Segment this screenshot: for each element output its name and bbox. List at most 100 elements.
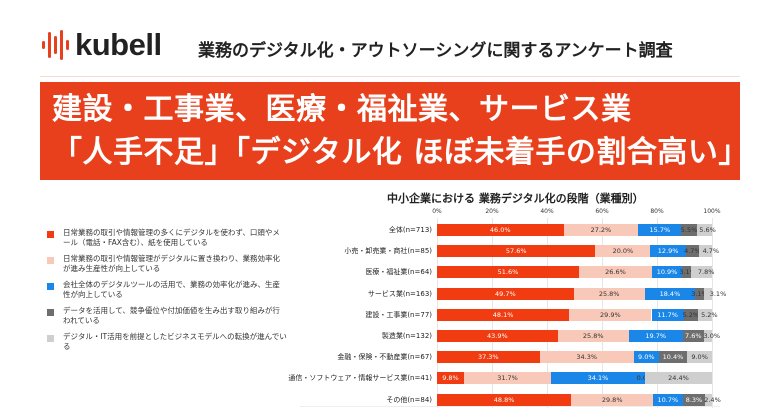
bar-segment (551, 372, 645, 385)
data-label: 29.9% (600, 310, 621, 319)
data-label: 27.2% (590, 226, 612, 234)
data-label: 10.4% (662, 353, 684, 362)
data-label: 26.6% (605, 268, 626, 277)
data-label: 10.9% (656, 268, 678, 277)
data-label: 8.3% (685, 395, 703, 404)
legend-swatch (47, 231, 54, 238)
x-tick-label: 60% (595, 208, 609, 215)
bar-segment (539, 351, 634, 364)
data-label: 48.1% (492, 310, 514, 319)
bar-segment (644, 372, 712, 385)
data-label: 37.3% (477, 353, 499, 362)
legend-label: 会社全体のデジタルツールの活用で、業務の効率化が進み、生産性が向上している (63, 280, 281, 299)
data-label: 2.4% (704, 395, 721, 404)
x-tick-label: 0% (432, 208, 442, 215)
bar-segment (437, 224, 564, 236)
data-label: 15.7% (649, 226, 671, 234)
data-label: 25.8% (582, 332, 604, 340)
bar-segment (571, 393, 654, 406)
data-label: 5.5% (680, 226, 698, 234)
bar-segment (703, 330, 712, 342)
data-label: 49.7% (495, 289, 516, 298)
bar-segment (696, 224, 712, 236)
category-label: 建設・工事業(n=77) (365, 310, 432, 319)
bar-segment (437, 245, 596, 258)
bar-segment (437, 287, 574, 300)
data-label: 11.7% (657, 310, 678, 319)
bar-segment (638, 224, 682, 236)
legend-item: 日常業務の取引や情報管理の多くにデジタルを使わず、口頭やメール（電話・FAX含む… (47, 228, 287, 247)
data-label: 9.0% (691, 353, 708, 362)
data-label: 9.0% (638, 353, 655, 362)
legend-item: データを活用して、競争優位や付加価値を生み出す取り組みが行われている (47, 306, 287, 325)
data-label: 18.4% (659, 289, 681, 298)
data-label: 5.2% (701, 310, 718, 319)
data-label: 10.7% (657, 395, 679, 404)
bar-segment (697, 308, 713, 321)
logo-bars-icon (42, 30, 69, 60)
category-label: その他(n=84) (386, 395, 432, 404)
kubell-logo: kubell (42, 27, 162, 62)
data-label: 7.6% (685, 332, 702, 340)
category-label: 小売・卸売業・商社(n=85) (344, 247, 432, 256)
data-label: 43.9% (487, 332, 508, 340)
bar-segment (437, 351, 540, 364)
survey-title: 業務のデジタル化・アウトソーシングに関するアンケート調査 (198, 41, 673, 61)
legend-item: 日常業務の取引や情報管理がデジタルに置き換わり、業務効率化が進み生産性が向上して… (47, 254, 287, 273)
bar-segment (437, 330, 558, 342)
category-label: 製造業(n=132) (381, 332, 432, 340)
category-label: 全体(n=713) (388, 226, 432, 234)
data-label: 7.8% (697, 268, 715, 277)
x-tick-label: 40% (540, 208, 554, 215)
data-label: 20.0% (612, 247, 634, 256)
category-label: 通信・ソフトウェア・情報サービス業(n=41) (288, 374, 432, 383)
bar-segment (651, 308, 684, 321)
legend-swatch (47, 283, 54, 290)
bar-segment (698, 245, 712, 258)
legend-label: 日常業務の取引や情報管理がデジタルに置き換わり、業務効率化が進み生産性が向上して… (63, 254, 281, 273)
divider (40, 76, 740, 77)
bar-segment (437, 308, 570, 321)
data-label: 5.2% (682, 310, 700, 319)
bar-segment (628, 330, 683, 342)
legend-label: デジタル・IT活用を前提としたビジネスモデルへの転換が進んでいる (63, 332, 287, 351)
legend-label: 日常業務の取引や情報管理の多くにデジタルを使わず、口頭やメール（電話・FAX含む… (63, 228, 280, 247)
data-label: 25.8% (598, 289, 620, 298)
bar-segment (652, 266, 683, 279)
gridline (712, 218, 713, 408)
data-label: 5.6% (699, 226, 716, 234)
data-label: 51.6% (497, 268, 519, 277)
x-tick-label: 100% (703, 208, 721, 215)
headline-line-1: 建設・工事業、医療・福祉業、サービス業 (52, 92, 632, 127)
bar-segment (569, 308, 652, 321)
bar-segment (682, 393, 706, 406)
chart-title: 中小企業における 業務デジタル化の段階（業種別） (387, 192, 644, 205)
data-label: 31.7% (497, 374, 518, 383)
bar-segment (595, 245, 651, 258)
data-label: 46.0% (489, 226, 511, 234)
bar-segment (695, 287, 704, 300)
logo-text: kubell (75, 27, 162, 62)
legend-swatch (47, 257, 54, 264)
bar-segment (650, 245, 686, 258)
legend-item: デジタル・IT活用を前提としたビジネスモデルへの転換が進んでいる (47, 332, 287, 351)
data-label: 3.1% (709, 289, 727, 298)
bottom-divider (300, 406, 720, 407)
data-label: 19.7% (645, 332, 667, 340)
bar-segment (578, 266, 653, 279)
bar-segment (681, 224, 697, 236)
data-label: 48.8% (493, 395, 515, 404)
bar-segment (687, 351, 712, 364)
data-label: 3.0% (703, 332, 721, 340)
category-label: 医療・福祉業(n=64) (365, 268, 432, 277)
bar-segment (682, 330, 704, 342)
data-label: 9.8% (442, 374, 459, 383)
category-label: サービス業(n=163) (367, 289, 432, 298)
headline-line-2: 「人手不足」「デジタル化 ほぼ未着手の割合高い」 (52, 135, 749, 170)
bar-segment (437, 266, 579, 279)
data-label: 34.3% (576, 353, 598, 362)
legend-label: データを活用して、競争優位や付加価値を生み出す取り組みが行われている (63, 306, 280, 325)
legend-item: 会社全体のデジタルツールの活用で、業務の効率化が進み、生産性が向上している (47, 280, 287, 299)
bar-segment (437, 372, 464, 385)
bar-segment (705, 393, 712, 406)
